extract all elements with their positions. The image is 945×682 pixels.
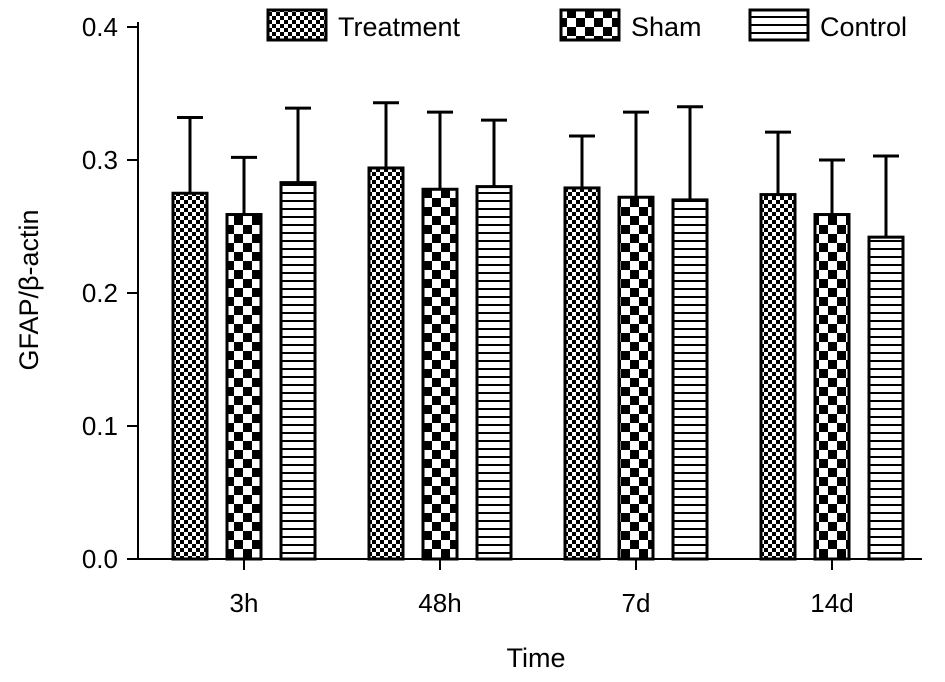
- bar-treatment-3h: [171, 191, 209, 561]
- bar-sham-48h: [421, 187, 459, 561]
- legend-label-treatment: Treatment: [338, 12, 461, 42]
- error-bars-layer: [177, 101, 899, 238]
- legend-swatch-sham: [559, 8, 621, 42]
- axes: [137, 22, 922, 560]
- bar-control-7d: [671, 198, 709, 561]
- bar-sham-14d: [813, 213, 851, 561]
- y-tick-label: 0.1: [82, 411, 118, 441]
- bar-sham-3h: [225, 213, 263, 561]
- legend-swatch-control: [748, 8, 810, 42]
- bar-control-48h: [475, 185, 513, 561]
- bar-control-14d: [867, 235, 905, 561]
- bar-sham-7d: [617, 195, 655, 561]
- y-tick-label: 0.0: [82, 544, 118, 574]
- legend: Treatment Sham Control: [266, 8, 907, 42]
- y-tick-label: 0.2: [82, 278, 118, 308]
- x-tick-label: 7d: [622, 588, 651, 618]
- x-tick-label: 14d: [810, 588, 853, 618]
- y-tick-label: 0.3: [82, 145, 118, 175]
- x-axis-title: Time: [507, 643, 566, 673]
- y-ticks: 0.0 0.1 0.2 0.3 0.4: [82, 12, 138, 574]
- legend-swatch-treatment: [266, 8, 328, 42]
- y-axis-title: GFAP/β-actin: [14, 209, 44, 370]
- y-tick-label: 0.4: [82, 12, 118, 42]
- bar-treatment-14d: [759, 193, 797, 561]
- bar-treatment-7d: [563, 186, 601, 561]
- x-tick-label: 3h: [230, 588, 259, 618]
- bars-layer: [171, 166, 905, 561]
- legend-label-control: Control: [820, 12, 907, 42]
- bar-control-3h: [279, 181, 317, 561]
- x-tick-label: 48h: [418, 588, 461, 618]
- legend-label-sham: Sham: [631, 12, 702, 42]
- bar-treatment-48h: [367, 166, 405, 561]
- x-ticks: 3h 48h 7d 14d: [230, 559, 854, 618]
